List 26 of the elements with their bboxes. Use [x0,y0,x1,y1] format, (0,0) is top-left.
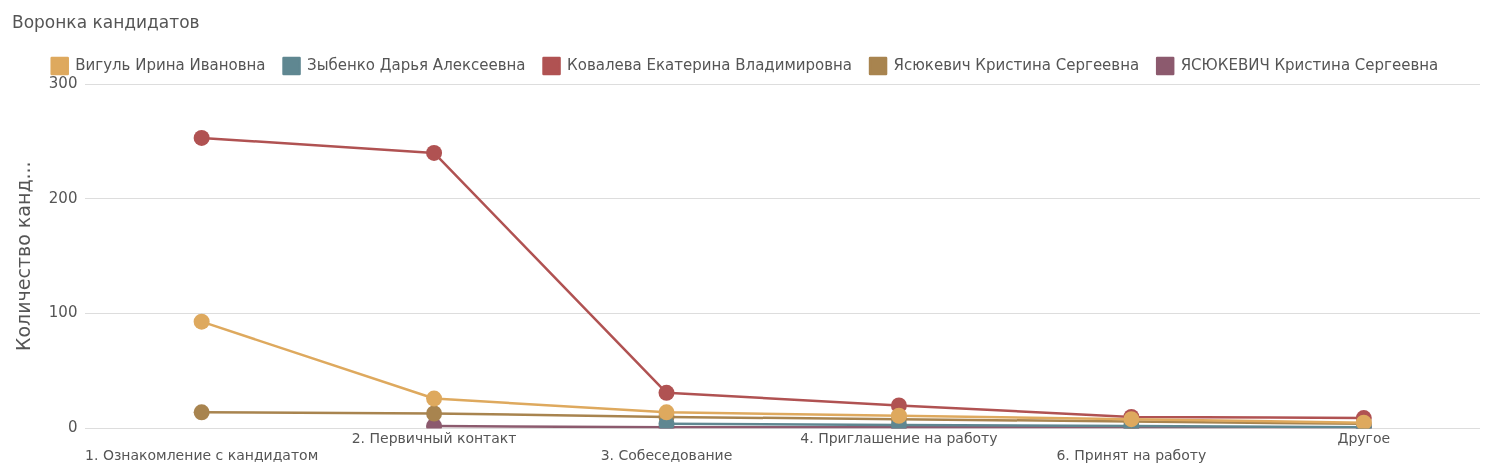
x-tick-label: 1. Ознакомление с кандидатом [85,447,319,464]
point [193,129,210,146]
point [426,144,443,161]
point [193,313,210,330]
legend-label: ЯСЮКЕВИЧ Кристина Сергеевна [1180,55,1439,74]
point [193,404,210,421]
point [890,407,907,424]
legend-label: Ковалева Екатерина Владимировна [567,55,853,74]
y-tick-label: 200 [48,188,78,207]
legend-label: Зыбенко Дарья Алексеевна [307,55,526,74]
point [658,404,675,421]
point [426,405,443,422]
legend-label: Ясюкевич Кристина Сергеевна [893,55,1140,74]
x-tick-label: 2. Первичный контакт [351,430,517,447]
x-tick-label: 6. Принят на работу [1056,447,1207,464]
point [658,384,675,401]
x-tick-label: 3. Собеседование [600,447,733,464]
y-tick-label: 0 [67,418,78,437]
y-tick-label: 300 [48,73,78,92]
chart-title: Воронка кандидатов [12,12,200,32]
y-axis-title: Количество канд... [12,161,35,352]
y-tick-label: 100 [48,303,78,322]
x-tick-label: 4. Приглашение на работу [800,430,998,447]
point [426,390,443,407]
legend-label: Вигуль Ирина Ивановна [75,55,266,74]
x-tick-label: Другое [1337,430,1391,447]
